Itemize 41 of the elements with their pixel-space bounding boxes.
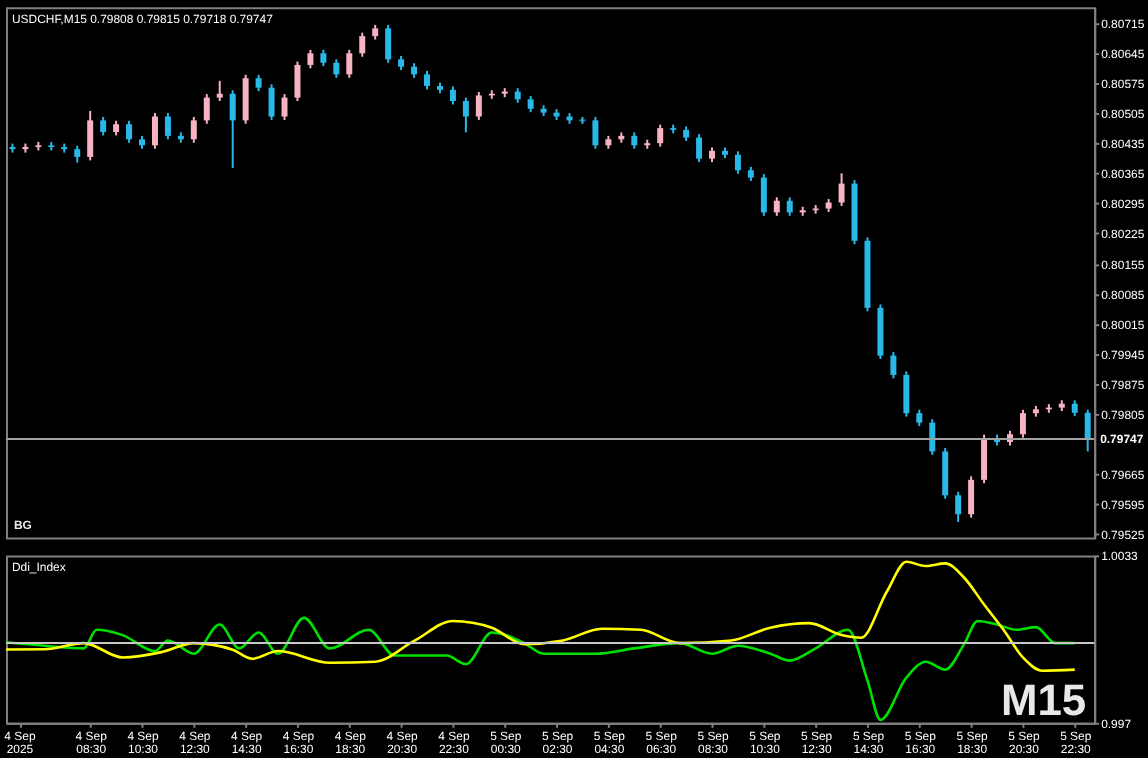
- candlestick: [268, 83, 275, 121]
- candlestick: [216, 79, 223, 103]
- candlestick: [333, 58, 340, 79]
- candlestick: [592, 115, 599, 150]
- candlestick: [929, 418, 936, 456]
- candlestick: [164, 112, 171, 141]
- candlestick: [877, 303, 884, 361]
- candlestick: [760, 173, 767, 217]
- candlestick: [242, 73, 249, 125]
- candlestick: [87, 109, 94, 162]
- candlestick: [229, 89, 236, 170]
- annotation: M15: [1000, 674, 1087, 725]
- candlestick: [968, 475, 975, 519]
- candlestick: [359, 31, 366, 58]
- candlestick: [1084, 408, 1091, 453]
- candlestick: [838, 172, 845, 207]
- candlestick: [955, 490, 962, 523]
- candlestick: [903, 370, 910, 418]
- candlestick: [1019, 408, 1026, 439]
- candlestick: [190, 115, 197, 144]
- candlestick: [307, 48, 314, 70]
- candlestick: [981, 433, 988, 485]
- candlestick: [424, 69, 430, 91]
- candlestick: [696, 133, 703, 164]
- candlestick: [462, 96, 469, 134]
- candlestick: [449, 85, 456, 106]
- candlestick: [346, 48, 353, 79]
- candlestick: [786, 196, 793, 217]
- candlestick: [734, 150, 741, 175]
- candlestick: [294, 60, 301, 103]
- candlestick: [100, 115, 107, 137]
- candlestick: [890, 351, 897, 380]
- candlestick: [126, 119, 133, 144]
- candlestick: [942, 447, 949, 500]
- candlestick: [475, 91, 482, 121]
- candlestick: [151, 112, 158, 150]
- candlestick: [203, 93, 210, 125]
- line-series: [4, 560, 1077, 673]
- candlestick: [773, 196, 780, 217]
- candlestick: [657, 123, 664, 148]
- candlestick: [385, 23, 392, 64]
